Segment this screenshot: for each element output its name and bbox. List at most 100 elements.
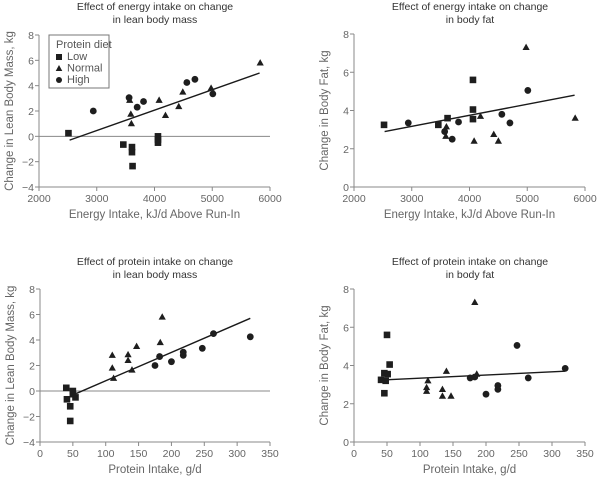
point-normal [256,59,264,66]
x-tick-label: 350 [261,448,279,460]
legend-entry: Normal [67,63,102,75]
point-normal [133,342,141,349]
point-high [168,358,175,366]
chart-title: Effect of protein intake on change [77,256,233,268]
y-tick-label: −4 [23,437,35,449]
y-tick-label: −4 [22,182,34,194]
point-high [125,94,133,102]
y-tick-label: 8 [343,284,349,296]
point-low [382,377,389,385]
x-tick-label: 100 [411,448,429,460]
point-high [191,75,199,83]
point-normal [127,119,135,127]
point-normal [442,132,450,139]
point-low [383,331,391,339]
point-normal [470,137,478,144]
point-normal [124,356,132,363]
x-tick-label: 4000 [458,193,482,205]
y-tick-label: 2 [28,106,34,118]
point-high [246,333,254,341]
y-tick-label: 8 [29,284,35,296]
y-tick-label: 4 [343,361,349,373]
point-low [380,121,388,129]
x-tick-label: 250 [510,448,528,460]
point-low [63,395,71,403]
y-tick-label: 4 [29,335,35,347]
point-high [524,374,532,382]
point-low [129,162,136,170]
point-high [506,119,514,127]
x-tick-label: 350 [576,448,594,460]
chart-title: Effect of energy intake on change [77,1,233,13]
point-normal [175,102,183,110]
point-high [89,107,97,115]
point-normal [179,88,187,95]
point-low [381,389,388,397]
point-normal [156,338,164,346]
chart-title: in lean body mass [113,269,198,281]
x-tick-label: 4000 [143,193,167,205]
x-tick-label: 50 [67,448,79,460]
point-normal [490,130,498,138]
x-tick-label: 2000 [27,193,51,205]
chart-title: Effect of protein intake on change [392,256,548,268]
y-tick-label: 0 [28,131,34,143]
point-low [384,370,391,378]
point-low [66,403,74,410]
x-tick-label: 6000 [573,193,597,205]
point-normal [128,366,136,373]
point-high [140,98,147,105]
y-axis-label: Change in Lean Body Mass, kg [4,31,16,191]
y-tick-label: 0 [29,386,35,398]
legend-title: Protein diet [56,39,112,51]
x-tick-label: 250 [196,448,214,460]
regression-line [69,72,260,141]
point-normal [471,298,479,305]
point-high [210,330,217,338]
y-tick-label: 2 [343,399,349,411]
y-axis-label: Change in Body Fat, kg [319,50,331,170]
point-high [441,128,449,135]
point-high [471,373,479,381]
point-normal [207,84,215,91]
x-tick-label: 100 [97,448,115,460]
point-normal [494,137,502,144]
x-tick-label: 200 [477,448,495,460]
x-tick-label: 2000 [342,193,366,205]
point-normal [442,367,450,374]
point-low [65,129,72,137]
point-low [62,384,70,392]
point-normal [424,377,432,384]
y-tick-label: 0 [343,182,349,194]
point-high [482,390,490,398]
x-tick-label: 0 [37,448,43,460]
y-tick-label: 8 [343,29,349,41]
regression-line [75,317,251,395]
chart-title: Effect of energy intake on change [392,1,548,13]
x-tick-label: 150 [130,448,148,460]
point-low [444,114,451,122]
point-low [469,76,477,84]
x-tick-label: 5000 [516,193,540,205]
x-axis-label: Energy Intake, kJ/d Above Run-In [384,209,555,221]
point-low [128,143,136,151]
x-tick-label: 200 [163,448,181,460]
point-normal [438,385,447,393]
x-tick-label: 300 [543,448,561,460]
y-tick-label: 6 [29,310,35,322]
point-normal [423,383,431,391]
x-tick-label: 300 [228,448,246,460]
point-low [435,121,442,129]
y-axis-label: Change in Lean Body Mass, kg [5,286,17,446]
legend-square-icon [56,54,62,60]
y-tick-label: 2 [343,144,349,156]
point-low [469,106,477,113]
y-tick-label: 6 [343,67,349,79]
point-normal [522,43,530,50]
x-tick-label: 3000 [85,193,109,205]
point-high [561,364,569,372]
